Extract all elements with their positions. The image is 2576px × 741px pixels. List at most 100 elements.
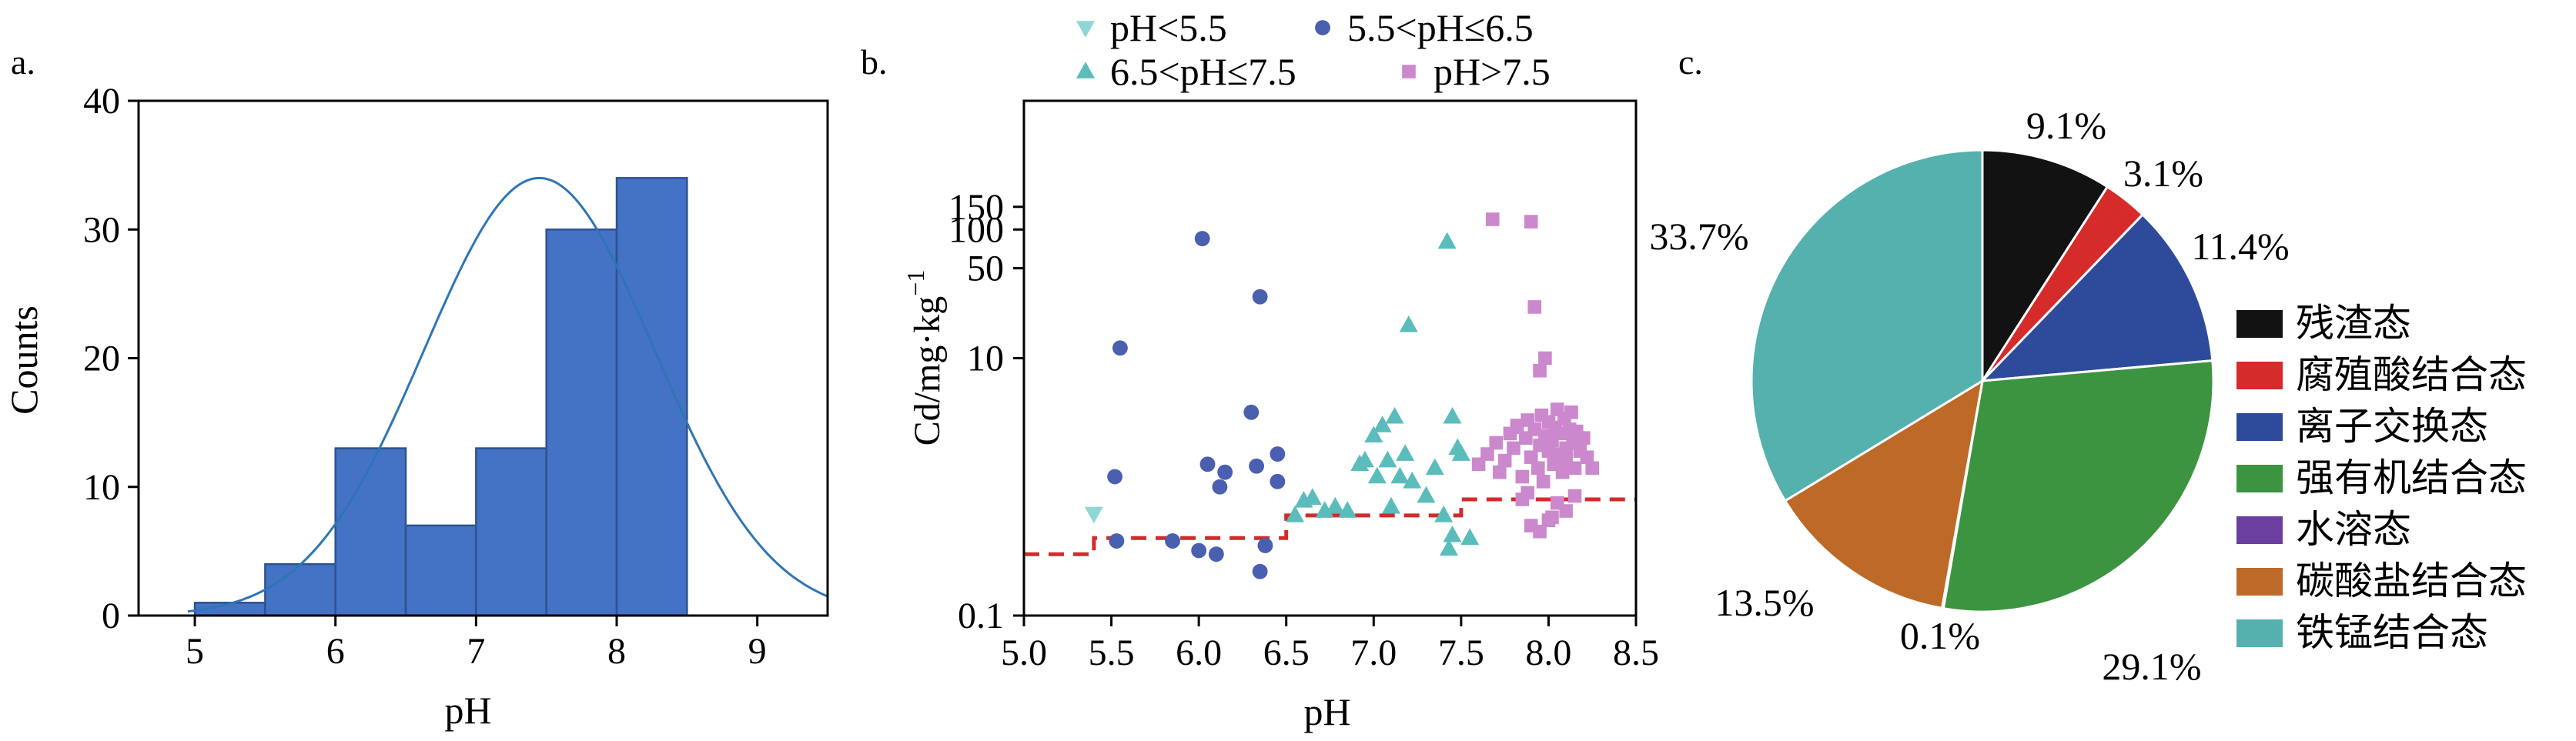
scatter-point-square [1555,465,1570,479]
legend-label: pH>7.5 [1434,50,1551,93]
y-tick-label: 40 [83,81,120,122]
scatter-point-circle [1165,533,1180,549]
pie-legend-swatch [2236,516,2283,544]
scatter-ylabel-superscript: −1 [902,270,929,296]
histogram-bars [193,177,688,617]
pie-legend-label: 强有机结合态 [2296,456,2527,499]
scatter-point-square [1485,212,1500,226]
scatter-point-triangle-up [1443,406,1462,424]
scatter-point-circle [1315,20,1330,35]
scatter-point-triangle-up [1382,496,1400,514]
scatter-point-triangle-up [1425,458,1444,476]
scatter-point-circle [1112,340,1128,356]
scatter-panel: b. pH<5.5 5.5<pH≤6.56.5<pH≤7.5 pH>7.5 5.0 5… [861,6,1659,733]
scatter-point-square [1536,475,1551,489]
pie-slice [1942,359,2215,613]
scatter-point-circle [1217,464,1233,480]
histogram-bar [475,447,547,617]
scatter-point-triangle-down [1084,506,1103,524]
legend-label: 6.5<pH≤7.5 [1110,50,1296,93]
x-tick-label: 7.5 [1438,633,1484,673]
pie-labels: 9.1% 3.1% 11.4% 29.1% 0.1% 13.5% 33.7% [1649,104,2289,688]
pie-slice-label: 0.1% [1900,614,1980,657]
scatter-point-triangle-up [1355,450,1374,468]
y-tick-label: 30 [83,209,120,250]
scatter-point-triangle-up [1443,525,1462,542]
scatter-point-circle [1243,404,1260,420]
scatter-point-square [1585,461,1600,476]
scatter-point-square [1567,489,1582,503]
x-tick-label: 6.0 [1176,633,1222,673]
y-tick-label: 0.1 [958,596,1004,636]
scatter-point-square [1577,431,1591,445]
pie-legend-label: 残渣态 [2296,302,2411,345]
scatter-point-triangle-up [1286,506,1305,522]
scatter-point-square [1524,215,1538,229]
y-tick-label: 50 [967,249,1004,289]
scatter-point-circle [1109,533,1125,549]
x-tick-label: 6.5 [1263,633,1310,673]
scatter-ylabel: Cd/mg·kg−1 [902,270,948,446]
scatter-point-triangle-up [1451,444,1470,461]
pie-slice-label: 29.1% [2102,645,2201,688]
scatter-ylabel-text: Cd/mg·kg [907,296,948,446]
scatter-point-circle [1252,289,1268,305]
scatter-point-triangle-up [1439,539,1458,556]
scatter-point-triangle-up [1403,472,1422,489]
histogram-ticks: 5 6 7 8 9 0 10 20 30 40 [83,81,767,672]
scatter-point-circle [1208,546,1224,562]
scatter-point-circle [1194,231,1210,246]
scatter-point-square [1521,486,1534,500]
histogram-bar [404,524,477,617]
pie-slice-label: 11.4% [2191,225,2289,268]
x-tick-label: 6 [326,631,345,672]
scatter-point-square [1545,510,1559,525]
scatter-point-triangle-down [1076,21,1095,38]
scatter-point-square [1580,450,1594,465]
panel-a-label: a. [11,42,35,82]
scatter-point-square [1533,524,1547,539]
scatter-point-square [1527,300,1542,314]
x-tick-label: 7 [467,631,485,672]
pie-legend-swatch [2236,413,2283,441]
x-tick-label: 5.5 [1089,633,1135,673]
pie-legend-swatch [2236,310,2283,338]
pie-legend-swatch [2236,465,2283,492]
scatter-legend: pH<5.5 5.5<pH≤6.5 6.5<pH≤7.5 pH>7.5 [1076,6,1551,93]
scatter-point-triangle-up [1326,496,1345,514]
scatter-point-square [1497,453,1512,468]
scatter-point-square [1531,461,1545,476]
scatter-point-triangle-up [1364,426,1383,442]
scatter-point-triangle-up [1076,62,1095,78]
pie-legend-swatch [2236,362,2283,389]
scatter-point-square [1471,457,1486,472]
y-tick-label: 150 [948,187,1004,228]
pie-legend-label: 碳酸盐结合态 [2296,559,2527,602]
scatter-points [1084,212,1600,579]
x-tick-label: 9 [748,631,767,672]
scatter-point-triangle-up [1437,232,1457,249]
scatter-point-triangle-up [1373,416,1392,432]
scatter-point-square [1480,447,1494,461]
pie-slice [1979,212,2214,382]
pie-legend-label: 腐殖酸结合态 [2296,353,2527,396]
scatter-point-triangle-up [1460,528,1480,546]
scatter-point-square [1515,469,1530,484]
pie-slice [1981,149,2109,386]
scatter-point-triangle-up [1338,501,1357,518]
scatter-point-square [1524,450,1538,465]
scatter-point-circle [1249,458,1265,474]
histogram-bar [615,177,688,617]
panel-b-label: b. [861,42,888,82]
scatter-point-circle [1257,538,1273,553]
scatter-point-triangle-up [1396,444,1415,461]
scatter-point-circle [1270,446,1286,462]
x-tick-label: 7.0 [1350,633,1397,673]
y-tick-label: 0 [102,596,120,636]
y-tick-label: 100 [948,209,1004,250]
pie-slice-label: 33.7% [1649,215,1748,258]
scatter-point-square [1507,441,1521,456]
